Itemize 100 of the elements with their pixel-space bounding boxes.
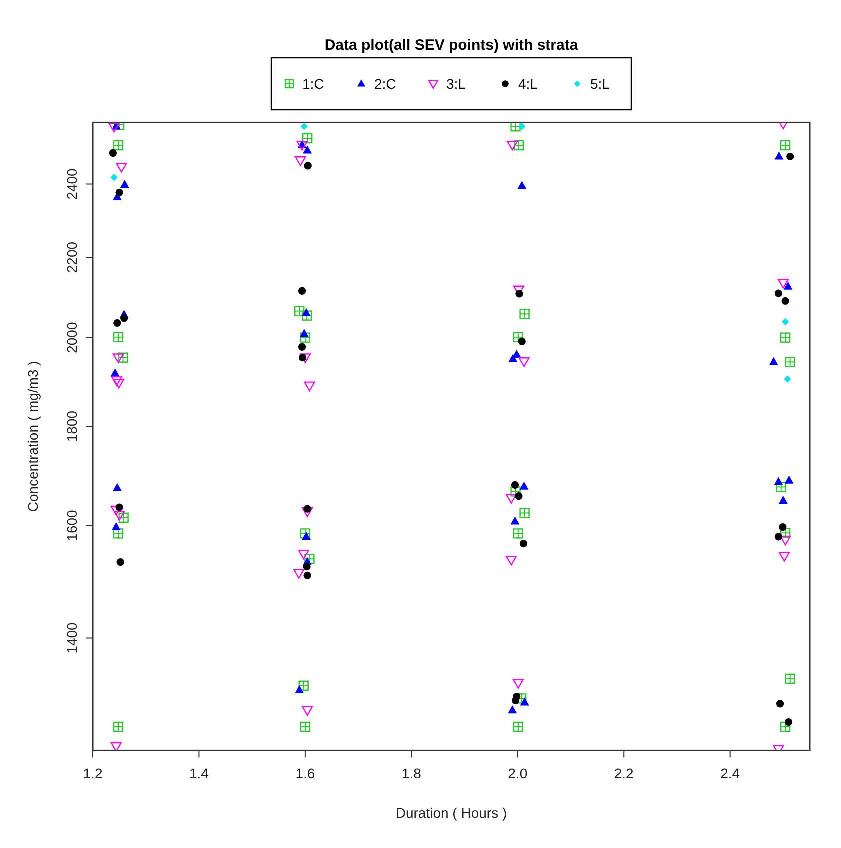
point (296, 140, 308, 151)
point (784, 718, 793, 726)
point (116, 188, 124, 197)
legend-label: 3:L (446, 76, 466, 92)
point (511, 481, 520, 489)
point (518, 338, 526, 346)
point (784, 376, 792, 383)
point (778, 279, 789, 289)
point (510, 516, 520, 525)
point (302, 507, 314, 518)
point (785, 674, 796, 684)
point (506, 494, 518, 504)
point (116, 504, 124, 512)
y-tick-label: 2000 (64, 322, 80, 354)
x-tick-label: 1.6 (296, 766, 316, 782)
point (778, 552, 790, 562)
x-tick-label: 2.0 (508, 766, 528, 782)
point (508, 705, 518, 714)
point (513, 528, 524, 539)
point (508, 354, 518, 362)
point (302, 532, 312, 540)
point (298, 550, 310, 560)
point (120, 180, 130, 188)
point (774, 152, 784, 160)
point (300, 332, 311, 343)
point (111, 376, 122, 386)
point (782, 318, 790, 326)
point (295, 156, 306, 166)
point (114, 319, 122, 328)
point (786, 152, 794, 160)
point (113, 332, 124, 343)
point (780, 722, 791, 732)
point (109, 149, 118, 158)
y-tick-label: 1400 (64, 622, 80, 654)
point (110, 174, 118, 182)
point (303, 146, 312, 154)
point (780, 140, 791, 151)
legend-label: 4:L (518, 76, 538, 92)
point (778, 496, 788, 504)
point (302, 133, 313, 144)
point (112, 522, 121, 530)
point (784, 476, 794, 484)
point (304, 554, 315, 564)
chart-title: Data plot(all SEV points) with strata (324, 37, 579, 54)
point (507, 140, 518, 151)
point (780, 528, 791, 538)
point (506, 556, 518, 566)
point (520, 508, 530, 518)
point (779, 524, 787, 532)
point (516, 290, 524, 298)
point (114, 511, 126, 521)
point (113, 140, 124, 151)
point (300, 722, 311, 732)
legend-label: 2:C (374, 76, 396, 92)
point (776, 700, 784, 708)
point (518, 181, 527, 190)
y-axis-title: Concentration ( mg/m3 ) (25, 361, 41, 512)
point (112, 354, 124, 364)
x-tick-label: 1.4 (189, 766, 210, 782)
point (118, 352, 128, 363)
point (300, 354, 311, 364)
y-tick-label: 2400 (64, 168, 80, 200)
point (120, 314, 128, 322)
x-tick-label: 1.8 (402, 766, 422, 782)
point (300, 329, 309, 338)
point (780, 332, 791, 343)
point (785, 357, 796, 368)
point (113, 722, 124, 732)
point (520, 698, 530, 706)
point (294, 569, 305, 579)
point (518, 358, 530, 368)
y-tick-label: 1800 (64, 410, 80, 442)
point (774, 477, 784, 486)
point (304, 382, 316, 392)
point (520, 309, 530, 320)
y-tick-label: 2200 (64, 242, 80, 274)
y-tick-label: 1600 (64, 510, 80, 542)
point (110, 368, 120, 377)
point (112, 483, 122, 492)
legend-label: 1:C (302, 76, 324, 92)
point (780, 536, 792, 546)
point (302, 706, 314, 716)
point (113, 379, 125, 389)
point (518, 123, 526, 130)
point (304, 162, 312, 170)
x-tick-label: 2.2 (614, 766, 634, 782)
point (784, 282, 793, 290)
point (302, 308, 312, 316)
point (300, 123, 308, 130)
point (118, 512, 129, 524)
point (300, 528, 311, 539)
point (774, 533, 782, 541)
point (116, 163, 128, 173)
point (513, 332, 524, 343)
point (295, 685, 304, 694)
point (298, 680, 309, 691)
point (774, 290, 782, 298)
point (512, 679, 524, 689)
legend-label: 5:L (590, 76, 610, 92)
point (298, 343, 306, 351)
